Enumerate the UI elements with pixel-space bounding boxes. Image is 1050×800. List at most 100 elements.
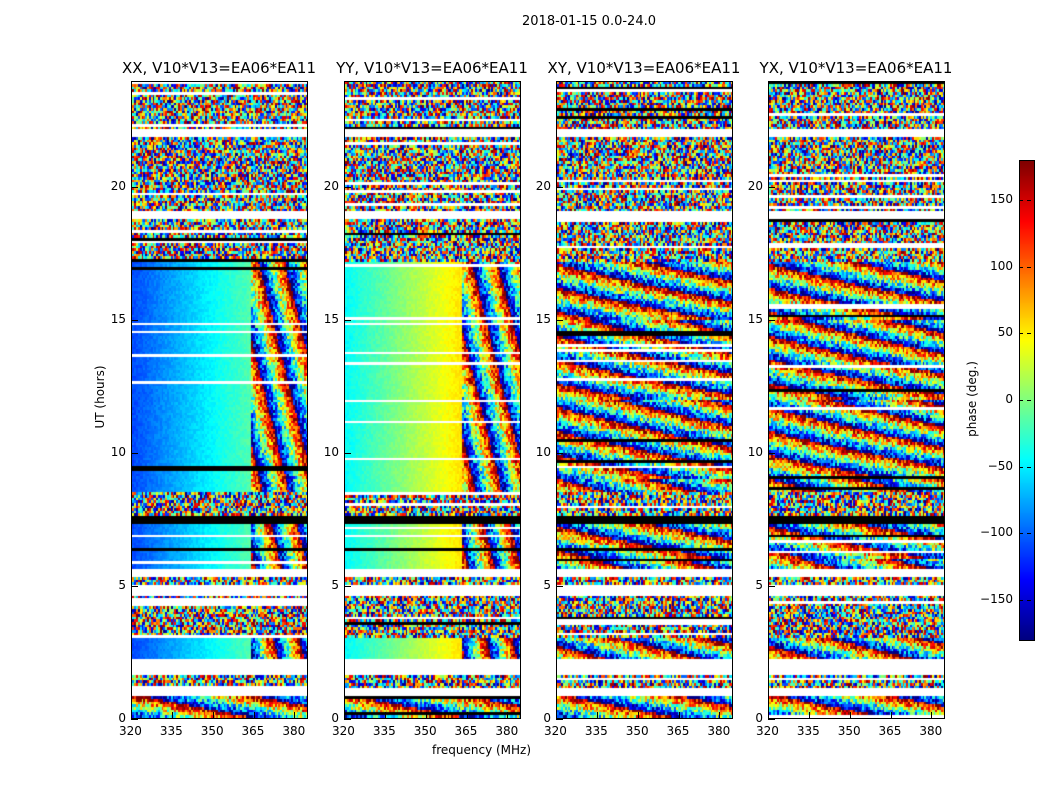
y-tick-label: 5 [755, 578, 763, 593]
x-tick [678, 712, 680, 719]
colorbar-tick-label: 150 [990, 192, 1013, 206]
y-tick [556, 453, 563, 455]
x-tick-label: 365 [454, 724, 478, 738]
x-tick [344, 712, 345, 719]
x-tick [507, 712, 509, 719]
y-tick-label: 20 [535, 179, 551, 194]
x-tick [466, 712, 468, 719]
y-tick [556, 719, 563, 720]
x-tick-label: 350 [837, 724, 861, 738]
y-tick-label: 15 [535, 312, 551, 327]
y-tick-label: 20 [110, 179, 126, 194]
panel-title: XY, V10*V13=EA06*EA11 [547, 59, 741, 77]
heatmap-panel [768, 81, 945, 719]
y-tick [131, 187, 138, 189]
x-tick-label: 320 [544, 724, 567, 738]
y-tick-label: 10 [323, 445, 339, 460]
x-tick [719, 712, 721, 719]
colorbar-tick [1019, 400, 1035, 401]
colorbar-tick-label: −50 [987, 458, 1013, 473]
panel-title: YX, V10*V13=EA06*EA11 [759, 59, 953, 77]
colorbar-tick-label: 100 [990, 258, 1013, 273]
colorbar-tick [1019, 533, 1035, 535]
heatmap-image [132, 82, 307, 718]
y-tick-label: 20 [323, 179, 339, 194]
x-tick-label: 365 [666, 724, 690, 738]
x-tick-label: 380 [282, 724, 306, 738]
x-tick-label: 350 [200, 724, 224, 738]
x-tick [294, 712, 296, 719]
colorbar-tick-label: 0 [1005, 392, 1013, 406]
x-tick-label: 335 [584, 724, 608, 738]
x-tick [212, 712, 214, 719]
heatmap-panel [344, 81, 521, 719]
colorbar-tick-label: 50 [997, 325, 1013, 340]
x-tick-label: 365 [241, 724, 265, 738]
panel-title: XX, V10*V13=EA06*EA11 [121, 59, 316, 77]
y-tick [556, 586, 563, 588]
y-tick-label: 0 [118, 711, 126, 725]
y-tick [556, 187, 563, 189]
x-tick-label: 365 [878, 724, 902, 738]
x-tick-label: 350 [413, 724, 437, 738]
y-tick-label: 10 [747, 445, 763, 460]
colorbar-tick-label: −150 [980, 592, 1013, 606]
x-tick [768, 712, 769, 719]
y-tick-label: 15 [747, 312, 763, 327]
y-tick [131, 586, 138, 588]
x-tick [131, 712, 132, 719]
colorbar-tick-label: −100 [980, 525, 1013, 540]
x-axis-label: frequency (MHz) [432, 743, 532, 757]
y-tick-label: 0 [543, 711, 551, 725]
y-tick [131, 320, 138, 322]
x-tick [596, 712, 598, 719]
x-tick-label: 335 [796, 724, 820, 738]
y-tick [768, 187, 775, 189]
y-tick [344, 719, 351, 720]
x-tick [171, 712, 173, 719]
heatmap-image [557, 82, 732, 718]
y-axis-label: UT (hours) [93, 365, 107, 429]
x-tick [384, 712, 386, 719]
y-tick-label: 15 [323, 312, 339, 327]
x-tick [253, 712, 255, 719]
x-tick-label: 350 [625, 724, 649, 738]
x-tick [808, 712, 810, 719]
x-tick-label: 335 [159, 724, 183, 738]
heatmap-panel [556, 81, 733, 719]
x-tick [556, 712, 557, 719]
x-tick [849, 712, 851, 719]
y-tick-label: 0 [755, 711, 763, 725]
y-tick [344, 187, 351, 189]
y-tick-label: 5 [118, 578, 126, 593]
y-tick-label: 20 [747, 179, 763, 194]
y-tick-label: 10 [535, 445, 551, 460]
x-tick-label: 380 [919, 724, 943, 738]
colorbar-tick [1019, 600, 1035, 601]
figure-title: 2018-01-15 0.0-24.0 [522, 14, 656, 29]
panel-title: YY, V10*V13=EA06*EA11 [336, 59, 528, 77]
x-tick-label: 320 [119, 724, 142, 738]
y-tick [131, 719, 138, 720]
x-tick [890, 712, 892, 719]
x-tick-label: 335 [372, 724, 396, 738]
heatmap-image [345, 82, 520, 718]
x-tick-label: 320 [332, 724, 355, 738]
y-tick-label: 5 [543, 578, 551, 593]
y-tick-label: 15 [110, 312, 126, 327]
y-tick [131, 453, 138, 455]
heatmap-image [769, 82, 944, 718]
colorbar-tick [1019, 466, 1035, 468]
y-tick-label: 10 [110, 445, 126, 460]
y-tick [344, 586, 351, 588]
heatmap-panel [131, 81, 308, 719]
y-tick-label: 5 [331, 578, 339, 593]
y-tick [768, 719, 775, 720]
x-tick-label: 320 [756, 724, 779, 738]
y-tick [768, 320, 775, 322]
x-tick-label: 380 [707, 724, 731, 738]
x-tick [425, 712, 427, 719]
x-tick-label: 380 [495, 724, 519, 738]
y-tick [344, 320, 351, 322]
